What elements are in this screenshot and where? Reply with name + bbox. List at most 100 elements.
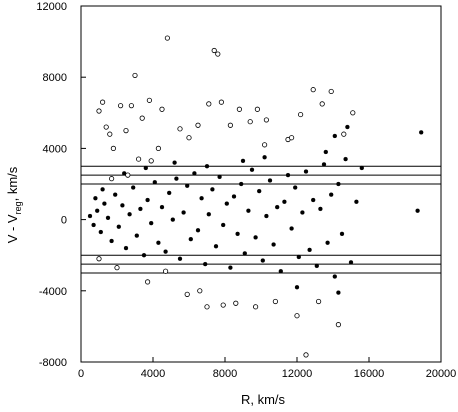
data-point-open [197,288,203,294]
data-point-filled [221,222,226,228]
data-point-filled [339,231,345,236]
data-point-filled [100,187,105,192]
data-point-filled [311,197,316,203]
data-point-filled [217,174,222,180]
data-points [87,35,424,358]
data-point-open [303,352,309,358]
data-point-open [148,158,154,164]
data-point-filled [321,162,327,167]
y-tick-label: 12000 [36,1,67,13]
data-point-filled [188,237,193,242]
x-tick-labels: 0 4000 8000 12000 16000 20000 [78,368,456,380]
data-point-filled [172,160,177,165]
y-axis-title-tail: , km/s [5,166,20,201]
data-point-filled [307,247,312,253]
data-point-open [220,302,226,308]
data-point-filled [145,197,150,203]
data-point-filled [213,244,219,249]
data-point-filled [271,242,276,247]
data-point-filled [113,192,118,197]
data-point-open [253,304,259,310]
data-point-filled [127,212,132,217]
data-point-filled [294,285,300,290]
data-point-filled [264,213,269,219]
data-point-open [103,124,109,130]
data-point-open [288,135,295,141]
data-point-filled [253,235,258,240]
data-point-open [254,106,260,112]
data-point-open [315,298,322,305]
data-point-open [139,115,145,121]
data-point-filled [239,181,244,187]
data-point-filled [181,210,186,215]
data-point-open [96,108,102,114]
data-point-open [155,145,161,151]
data-point-filled [167,190,172,196]
data-point-filled [141,253,147,258]
x-tick-label: 8000 [213,368,237,380]
data-point-filled [345,124,350,130]
data-point-filled [195,228,201,233]
data-point-filled [206,212,211,217]
data-point-filled [192,171,197,176]
y-tick-label: 0 [61,215,67,227]
data-point-filled [123,245,129,251]
data-point-filled [300,210,305,215]
y-tick-label: 8000 [43,72,67,84]
data-point-open [146,97,152,103]
data-point-filled [159,204,165,210]
data-point-filled [282,199,287,204]
data-point-filled [98,229,103,235]
data-point-open [272,298,278,305]
data-point-open [118,103,124,109]
data-point-open [114,265,120,271]
data-point-filled [343,156,348,162]
data-point-filled [109,238,114,244]
reference-lines [81,165,441,274]
data-point-open [136,156,142,162]
data-point-open [145,279,151,285]
data-point-open [186,135,192,141]
data-point-filled [231,194,237,199]
y-axis-title-main: V - V [5,214,20,243]
data-point-filled [415,208,420,213]
data-point-filled [329,192,334,197]
data-point-filled [293,185,298,190]
data-point-filled [303,169,309,174]
data-point-filled [152,180,157,185]
data-point-filled [332,274,337,279]
data-point-filled [285,172,291,178]
y-axis-title: V - Vreg, km/s [5,166,23,243]
data-point-open [236,106,242,112]
data-point-filled [143,165,148,171]
data-point-open [206,101,212,107]
plot-frame [80,5,442,363]
data-point-filled [177,256,183,261]
data-point-filled [91,222,96,228]
data-point-open [132,72,138,79]
data-point-open [350,110,356,116]
data-point-open [211,47,217,54]
data-point-filled [131,185,136,190]
data-point-filled [163,249,168,254]
data-point-open [110,145,117,151]
data-point-filled [267,178,273,183]
data-point-filled [87,213,93,219]
data-point-filled [323,149,328,155]
data-point-filled [242,251,247,256]
data-point-filled [116,224,121,229]
data-point-filled [325,240,330,245]
data-point-filled [336,181,341,187]
data-point-filled [260,258,265,263]
x-tick-label: 20000 [426,368,457,380]
data-point-filled [240,158,246,164]
x-tick-label: 4000 [141,368,165,380]
data-point-filled [278,269,283,274]
data-point-open [184,291,190,297]
data-point-filled [204,164,210,169]
data-point-filled [354,199,359,204]
data-point-open [177,126,183,132]
data-point-filled [93,196,98,201]
data-point-open [109,176,115,182]
